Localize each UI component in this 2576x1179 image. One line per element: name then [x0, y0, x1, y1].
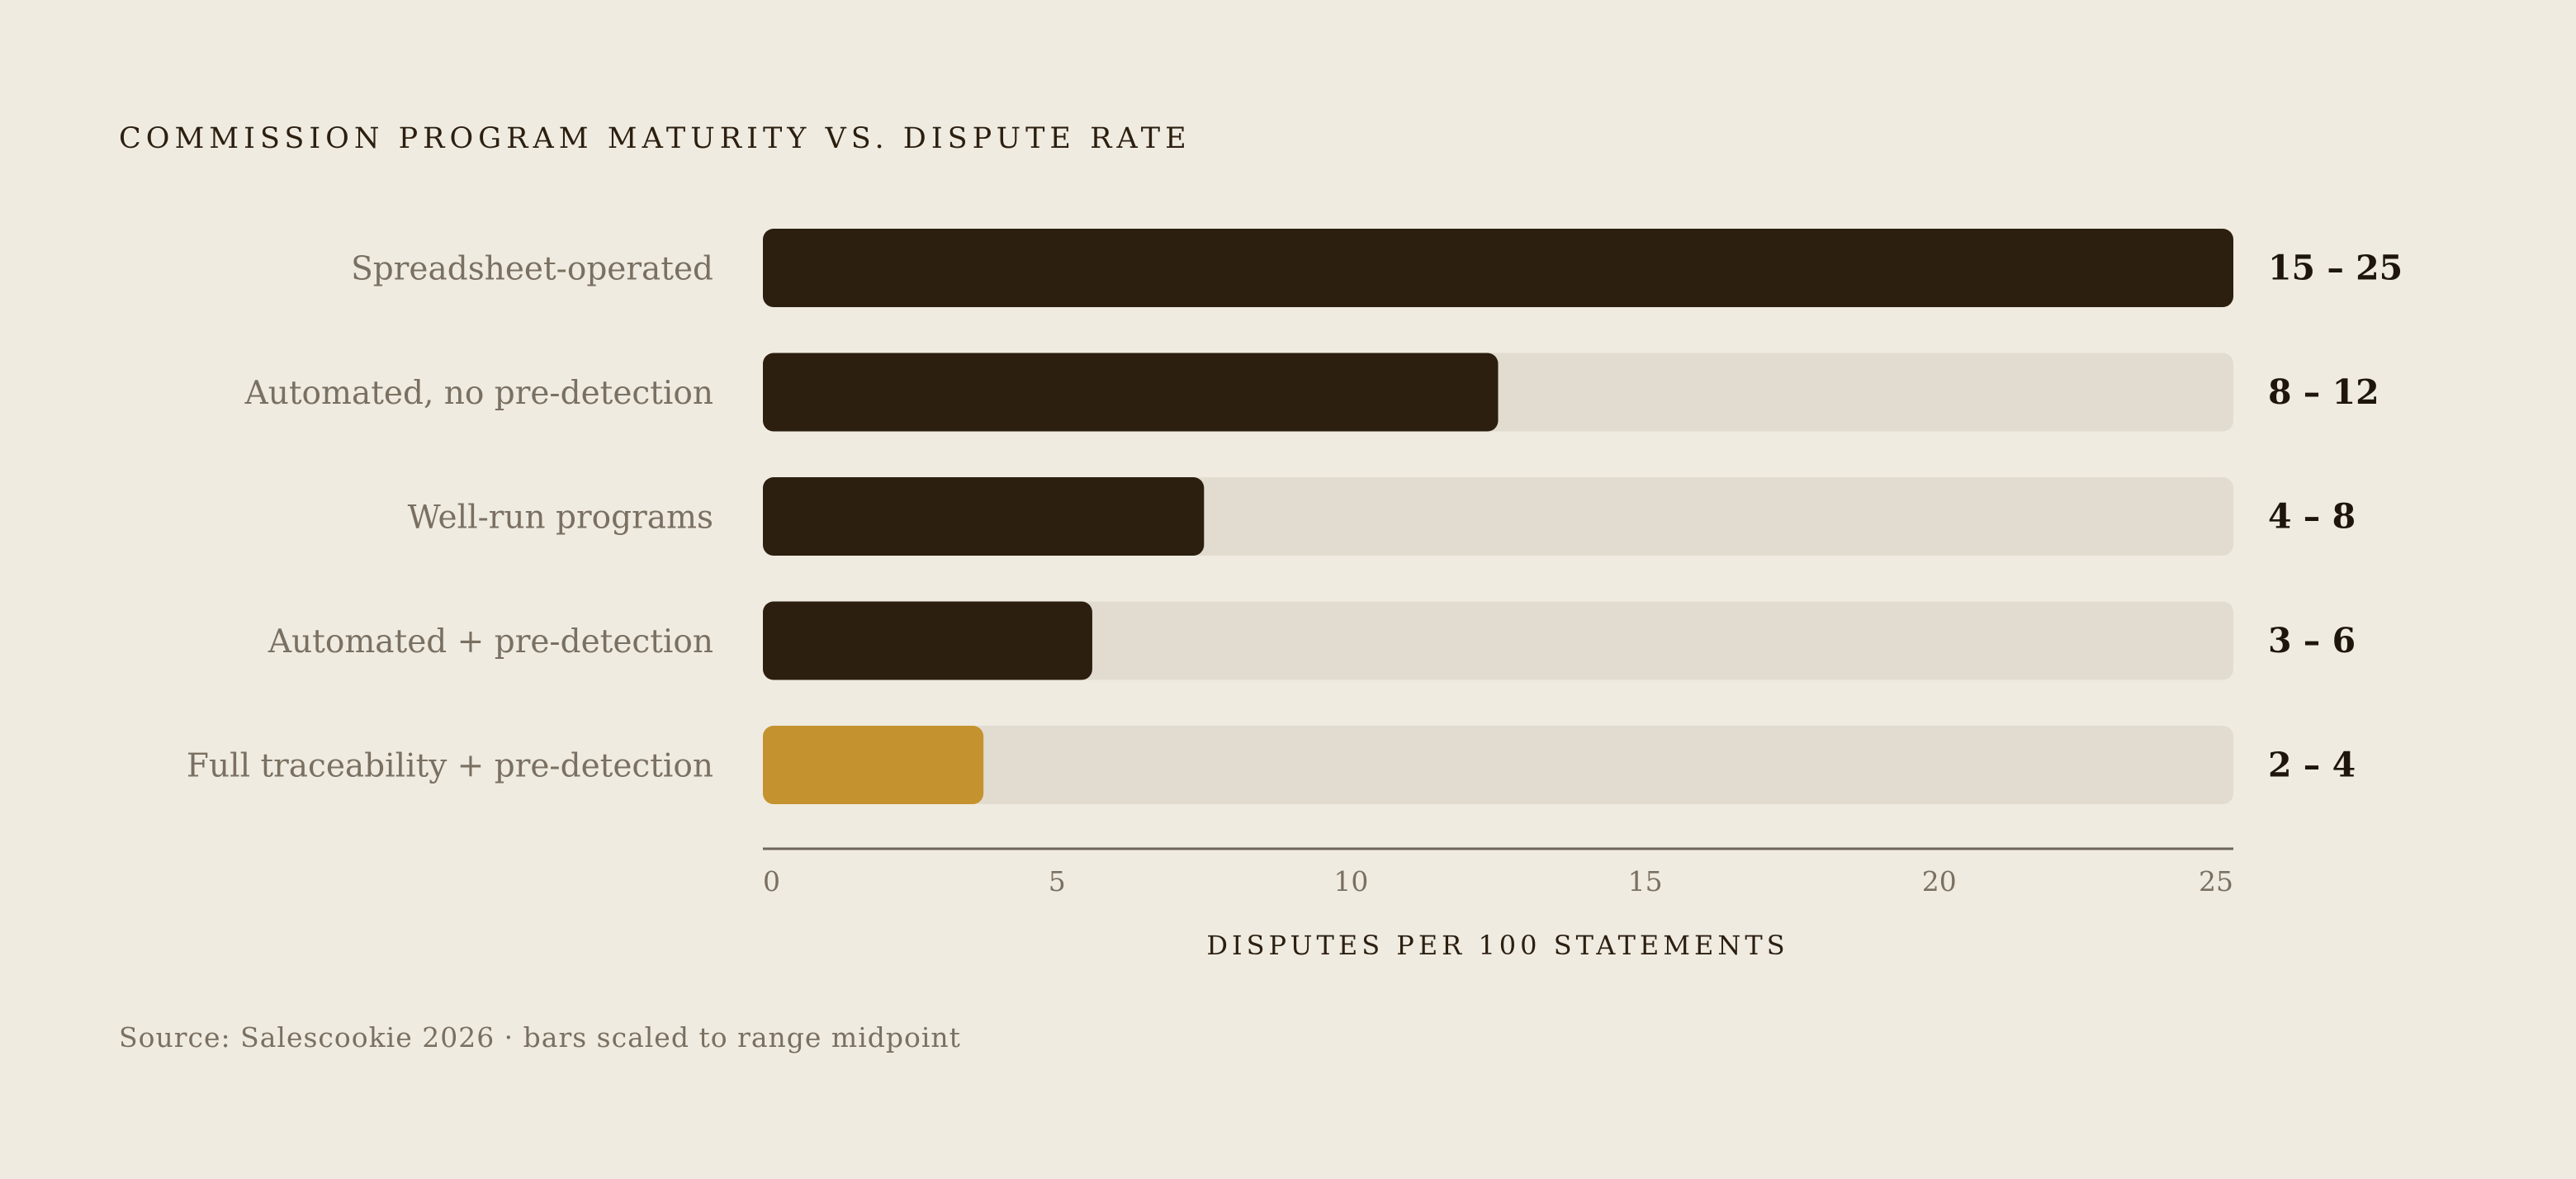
category-label: Automated, no pre-detection	[244, 375, 713, 412]
bar-track	[763, 601, 2233, 680]
bar	[763, 353, 1499, 432]
x-tick-label: 5	[1049, 865, 1066, 897]
data-label: 4 – 8	[2268, 497, 2356, 537]
bar	[763, 726, 984, 804]
bar-track	[763, 726, 2233, 804]
bar	[763, 601, 1092, 680]
category-label: Well-run programs	[408, 500, 713, 537]
bar	[763, 477, 1205, 556]
x-tick-label: 25	[2199, 865, 2233, 897]
x-tick-label: 15	[1628, 865, 1663, 897]
data-label: 2 – 4	[2268, 746, 2356, 785]
data-label: 8 – 12	[2268, 372, 2379, 412]
chart-title: COMMISSION PROGRAM MATURITY VS. DISPUTE …	[119, 122, 1191, 155]
category-label: Full traceability + pre-detection	[187, 748, 713, 785]
data-label: 15 – 25	[2268, 249, 2403, 288]
source-note: Source: Salescookie 2026 · bars scaled t…	[119, 1021, 961, 1054]
bar	[763, 229, 2233, 307]
bars-layer: Spreadsheet-operated 15 – 25 Automated, no…	[187, 229, 2403, 804]
x-axis-title: DISPUTES PER 100 STATEMENTS	[1206, 930, 1788, 961]
x-axis-ticks: 0 5 10 15 20 25	[763, 865, 2233, 897]
x-tick-label: 0	[763, 865, 780, 897]
x-tick-label: 10	[1333, 865, 1368, 897]
category-label: Spreadsheet-operated	[351, 251, 713, 288]
category-label: Automated + pre-detection	[268, 623, 713, 661]
data-label: 3 – 6	[2268, 621, 2356, 661]
x-tick-label: 20	[1922, 865, 1957, 897]
